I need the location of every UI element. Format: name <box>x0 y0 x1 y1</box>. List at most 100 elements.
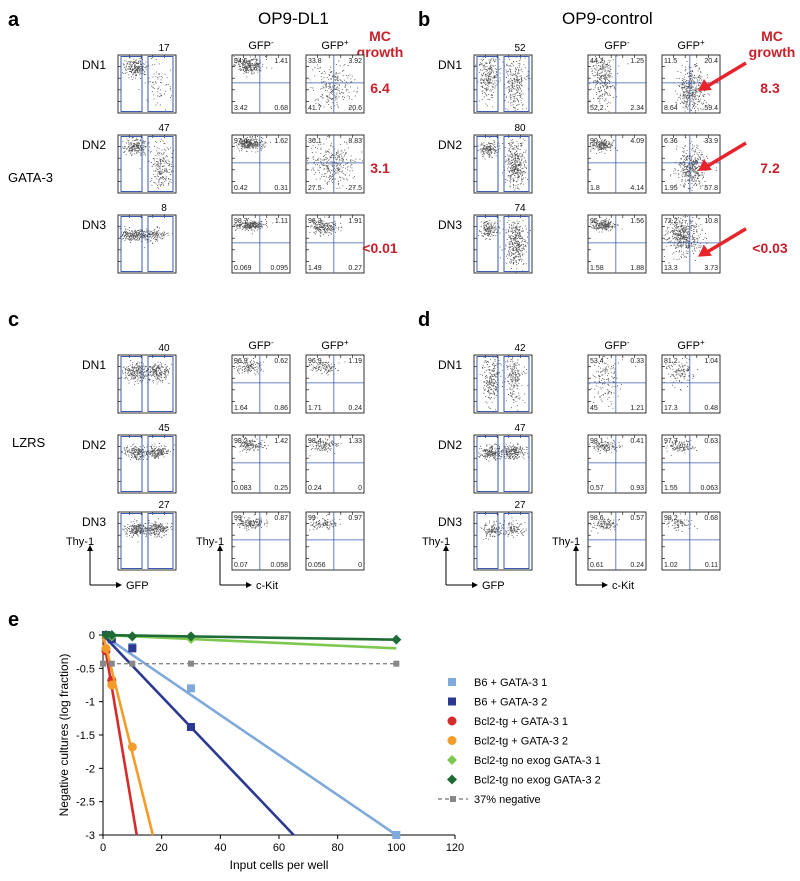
plot-frame <box>117 134 177 194</box>
x-tick-label: 40 <box>214 842 226 854</box>
col-header-gfp-text: GFP <box>248 340 271 352</box>
quadrant-lower-right: 0.31 <box>274 185 288 192</box>
flow-row: DN3 27 99 0.87 0.07 0.058 99 0.97 0.056 0 <box>82 500 365 571</box>
marker-diamond <box>447 774 457 785</box>
quadrant-upper-right: 1.91 <box>348 218 362 225</box>
gate-gfp-negative <box>476 356 499 412</box>
quadrant-lower-left: 0.056 <box>308 562 326 569</box>
arrow-head <box>697 158 712 171</box>
gate-gfp-positive <box>503 436 530 492</box>
col-header-sup: + <box>344 338 349 347</box>
quadrant-lower-right: 0.27 <box>348 265 362 272</box>
fit-line <box>102 633 397 650</box>
mc-growth-value: 3.1 <box>370 160 390 176</box>
quadrant-lower-left: 41.7 <box>308 105 322 112</box>
x-tick-label: 100 <box>387 842 405 854</box>
marker-circle <box>127 742 137 752</box>
dot-cloud <box>309 438 342 457</box>
plot-frame <box>661 354 721 414</box>
marker-diamond <box>186 631 196 642</box>
gfp-positive-percent: 74 <box>514 203 526 214</box>
quadrant-lower-right: 0.11 <box>705 562 718 569</box>
marker-diamond <box>447 755 457 765</box>
plot-frame <box>661 434 721 494</box>
legend-item: Bcl2-tg + GATA-3 2 <box>447 736 568 748</box>
quadrant-lower-right: 59.4 <box>704 105 718 112</box>
axis-key-thy1: Thy-1 <box>422 536 450 548</box>
gate-gfp-negative <box>120 136 143 192</box>
dot-cloud <box>590 518 620 534</box>
gfp-positive-percent: 40 <box>158 343 170 354</box>
marker-square <box>187 684 195 693</box>
dn-label: DN2 <box>438 138 462 152</box>
dot-cloud <box>143 226 173 249</box>
quadrant-lower-right: 27.5 <box>348 185 362 192</box>
dot-cloud <box>307 135 363 190</box>
legend-item: B6 + GATA-3 1 <box>448 677 547 689</box>
flow-row: DN1 42 53.4 0.33 45 1.21 81.2 1.04 17.3 0.48 <box>438 343 721 414</box>
dot-cloud <box>307 359 346 376</box>
arrow-line <box>705 227 747 255</box>
quadrant-lower-left: 1.71 <box>308 405 322 412</box>
dot-cloud <box>144 518 174 539</box>
dot-cloud <box>233 436 269 454</box>
series-6 <box>100 660 400 667</box>
quadrant-lower-left: 1.95 <box>664 185 678 192</box>
dot-cloud <box>670 137 717 192</box>
gfp-positive-percent: 27 <box>158 500 170 511</box>
quadrant-lower-right: 0.25 <box>274 485 288 492</box>
flow-plots: DN1 17 94.5 1.41 3.42 0.68 33.8 3.92 41.7 20.6 6.4… <box>66 38 788 592</box>
quadrant-upper-right: 3.92 <box>348 58 362 65</box>
plot-ticks <box>588 512 635 559</box>
marker-square <box>100 660 106 667</box>
col-header-sup: - <box>627 38 630 47</box>
mc-growth-header-a: MC growth <box>357 28 404 60</box>
quadrant-upper-right: 1.11 <box>275 218 288 225</box>
quadrant-upper-left: 98.7 <box>234 218 248 225</box>
quadrant-upper-right: 20.4 <box>704 58 718 65</box>
quadrant-upper-left: 36.1 <box>308 138 322 145</box>
quadrant-lower-right: 0 <box>358 562 362 569</box>
col-header-gfp-text: GFP <box>677 40 700 52</box>
gate-gfp-negative <box>120 356 143 412</box>
dn-label: DN1 <box>438 58 462 72</box>
quadrant-upper-left: 94.5 <box>234 58 248 65</box>
quadrant-upper-right: 0.87 <box>274 515 288 522</box>
quadrant-lower-left: 1.55 <box>664 485 678 492</box>
quadrant-upper-left: 81.2 <box>664 358 678 365</box>
quadrant-lower-left: 52.2 <box>590 105 604 112</box>
plot-frame <box>231 134 291 194</box>
plot-ticks <box>232 55 279 102</box>
plot-frame <box>117 354 177 414</box>
legend-label: B6 + GATA-3 1 <box>474 677 547 689</box>
plot-ticks <box>232 215 279 262</box>
plot-ticks <box>232 135 279 182</box>
plot-ticks <box>662 215 709 262</box>
legend-item: Bcl2-tg no exog GATA-3 2 <box>447 774 601 787</box>
dot-cloud <box>590 217 623 233</box>
marker-diamond <box>391 634 402 645</box>
quadrant-lower-left: 1.8 <box>590 185 600 192</box>
plot-ticks <box>662 135 709 182</box>
quadrant-lower-left: 0.24 <box>308 485 322 492</box>
plot-frame <box>473 54 533 114</box>
y-tick-label: -1.5 <box>76 730 95 742</box>
axis-key-thy1: Thy-1 <box>552 536 580 548</box>
dn-label: DN3 <box>82 515 106 529</box>
axis-key-arrow-right <box>602 582 608 588</box>
arrow-line <box>705 61 747 89</box>
panel-title-a: OP9-DL1 <box>258 9 329 28</box>
plot-frame <box>231 354 291 414</box>
plot-frame <box>305 354 365 414</box>
quadrant-upper-right: 1.56 <box>630 218 644 225</box>
quadrant-lower-right: 0.93 <box>630 485 644 492</box>
quadrant-lower-right: 1.88 <box>630 265 644 272</box>
plot-frame <box>473 511 533 571</box>
flow-row: DN2 80 90 4.09 1.8 4.14 6.36 33.9 1.95 57.8 7.2 <box>438 123 780 194</box>
y-tick-label: -2.5 <box>76 797 95 809</box>
quadrant-upper-left: 99 <box>234 515 242 522</box>
gate-gfp-negative <box>476 136 499 192</box>
dot-cloud <box>236 514 269 532</box>
mc-growth-value: 7.2 <box>760 160 780 176</box>
panel-title-b: OP9-control <box>562 9 653 28</box>
